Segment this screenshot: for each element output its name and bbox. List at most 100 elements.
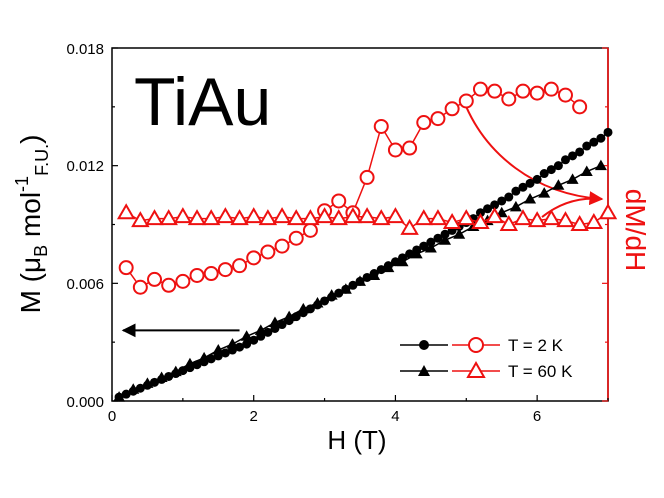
data-point [331, 193, 347, 209]
data-point [145, 209, 164, 226]
data-point [430, 111, 446, 127]
y-axis-label-sup: -1 [12, 176, 32, 192]
data-point [490, 200, 500, 210]
data-point [141, 377, 154, 388]
data-point [402, 140, 418, 156]
legend-marker-filled-triangle [418, 365, 430, 376]
data-point [386, 207, 405, 224]
data-point [598, 203, 618, 220]
y-tick-label: 0.018 [66, 41, 104, 58]
data-point [524, 193, 537, 204]
data-point [113, 391, 126, 402]
y-axis-label-sub-fu: F.U. [32, 144, 52, 176]
y-axis-label-mid: mol [15, 192, 46, 245]
x-tick-label: 2 [250, 408, 258, 425]
x-axis-label: H (T) [327, 425, 386, 455]
data-point [343, 207, 363, 224]
data-point [189, 267, 205, 283]
right-axis-arrow-secondary [541, 197, 603, 218]
data-point [553, 161, 563, 171]
data-point [400, 218, 419, 235]
data-point [568, 151, 578, 161]
right-axis-label: dM/dH [620, 189, 651, 271]
data-point [419, 241, 429, 251]
data-point [509, 200, 522, 212]
data-point [297, 302, 310, 314]
data-point [546, 165, 556, 175]
legend: T = 2 K T = 60 K [400, 336, 573, 381]
data-point [254, 324, 267, 335]
data-point [487, 83, 503, 99]
data-point [416, 115, 432, 131]
legend-marker-open-triangle [466, 360, 486, 378]
data-point [132, 279, 148, 295]
data-point [159, 209, 178, 226]
data-point [373, 118, 389, 134]
y-tick-labels: 0.000 0.006 0.012 0.018 [66, 41, 104, 411]
data-point [127, 383, 140, 394]
data-point [442, 213, 462, 230]
data-point [575, 147, 585, 157]
data-point [584, 213, 604, 230]
data-point [372, 209, 391, 226]
data-point [396, 255, 409, 267]
legend-label: T = 60 K [508, 362, 573, 381]
data-point [354, 275, 366, 286]
data-point [453, 228, 466, 239]
data-point [572, 99, 588, 115]
data-point [232, 258, 248, 274]
data-point [485, 207, 504, 224]
data-point [272, 207, 292, 224]
data-point [339, 283, 352, 294]
data-point [556, 211, 575, 228]
data-point [249, 335, 259, 345]
data-point [499, 214, 519, 231]
data-point [212, 344, 225, 355]
data-point [286, 209, 306, 226]
right-axis-arrow [465, 106, 604, 206]
x-tick-label: 0 [108, 408, 116, 425]
data-point [428, 209, 448, 226]
data-point [315, 207, 334, 224]
data-point [283, 310, 296, 322]
data-point [566, 173, 579, 184]
data-point [230, 209, 249, 226]
data-point [560, 155, 570, 165]
y-axis-label: M (μB mol-1F.U.) [12, 135, 52, 314]
data-point [515, 83, 531, 99]
data-point [475, 208, 485, 218]
data-point [302, 222, 318, 238]
data-point [387, 142, 403, 158]
data-point [301, 209, 320, 226]
data-point [183, 357, 196, 369]
data-point [217, 262, 233, 278]
data-point [131, 211, 150, 228]
legend-marker-open-circle [468, 337, 484, 353]
data-point [382, 261, 395, 273]
data-point [161, 277, 177, 293]
data-point [268, 316, 281, 328]
data-point [240, 330, 253, 341]
data-point [518, 182, 528, 192]
data-point [198, 351, 211, 363]
data-point [169, 365, 182, 377]
data-point [173, 207, 193, 224]
data-point [439, 234, 452, 245]
y-axis-label-sub-b: B [31, 245, 51, 257]
data-point [260, 244, 276, 260]
data-point [504, 192, 514, 202]
data-point [594, 159, 607, 171]
data-point [542, 209, 561, 226]
data-point [118, 260, 134, 276]
data-point [570, 214, 589, 231]
data-point [538, 187, 551, 198]
data-point [603, 127, 613, 137]
data-point [187, 209, 207, 226]
data-point [216, 207, 235, 224]
data-point [368, 269, 381, 280]
legend-marker-filled-circle [419, 340, 429, 350]
legend-entry-60k: T = 60 K [400, 360, 573, 381]
y-tick-label: 0.000 [66, 394, 104, 411]
data-point [513, 209, 533, 226]
data-point [529, 85, 545, 101]
